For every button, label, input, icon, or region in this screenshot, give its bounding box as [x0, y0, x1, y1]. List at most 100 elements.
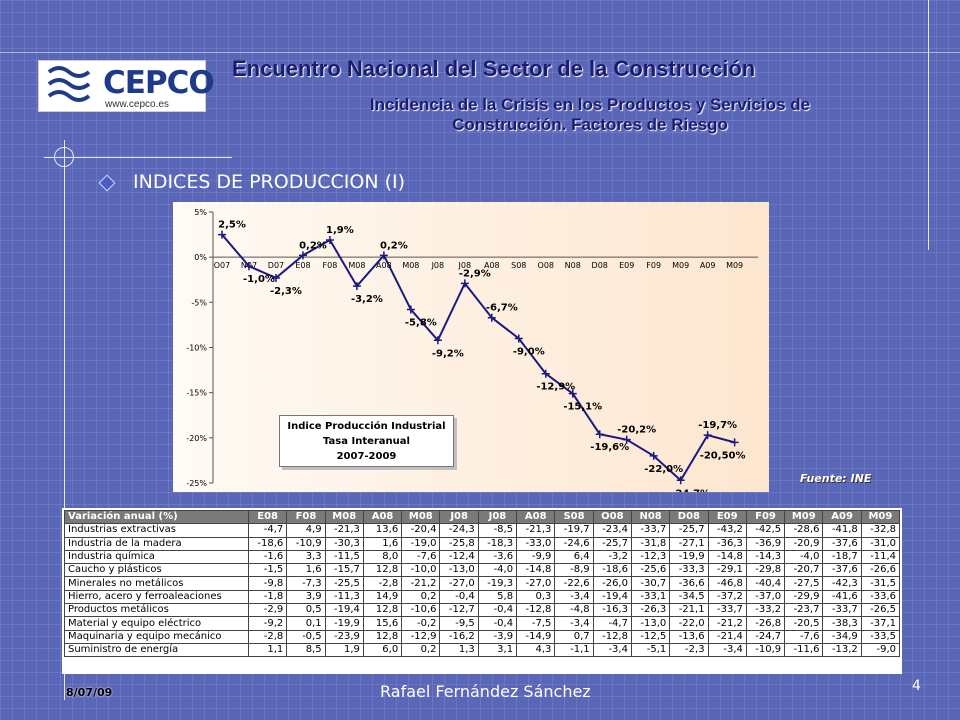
- table-cell: -27,5: [784, 576, 824, 591]
- table-cell: -3,4: [707, 642, 747, 658]
- table-header-cell: N08: [630, 509, 671, 525]
- table-cell: -2,8: [247, 629, 288, 644]
- table-row: Maquinaria y equipo mecánico -2,8 -0,5 -23,…: [64, 629, 901, 644]
- table-cell: -24,3: [439, 523, 479, 538]
- table-cell: -26,0: [592, 576, 632, 591]
- data-point: [298, 251, 307, 260]
- data-point: [514, 334, 523, 343]
- table-cell: -31,8: [630, 536, 671, 551]
- table-cell: -9,8: [247, 576, 288, 591]
- table-cell: -8,9: [554, 563, 594, 578]
- table-cell: -36,3: [707, 536, 747, 551]
- table-cell: -26,8: [745, 616, 786, 631]
- table-cell: -26,5: [860, 603, 901, 618]
- table-cell: -7,6: [784, 629, 824, 644]
- data-point: [433, 336, 442, 345]
- cepco-logo-icon: [47, 66, 91, 102]
- table-cell: 1,9: [324, 642, 364, 658]
- decorative-line-right: [928, 0, 929, 250]
- table-cell: -0,4: [439, 589, 479, 605]
- table-cell: -33,5: [860, 629, 901, 644]
- table-cell: -25,7: [592, 536, 632, 551]
- table-cell: -24,7: [745, 629, 786, 644]
- table-cell: -18,6: [247, 536, 288, 551]
- subtitle-line-2: Construcción. Factores de Riesgo: [452, 115, 728, 134]
- table-cell: -3,4: [592, 642, 632, 658]
- table-cell: 4,9: [286, 523, 326, 538]
- table-cell: 0,3: [516, 589, 556, 605]
- table-cell: -19,9: [324, 616, 364, 631]
- table-cell: -15,7: [324, 563, 364, 578]
- table-cell: -27,1: [669, 536, 709, 551]
- x-tick-label: O07: [214, 261, 230, 270]
- table-cell: -37,6: [822, 536, 862, 551]
- table-cell: -33,6: [860, 589, 901, 605]
- table-cell: -32,8: [860, 523, 901, 538]
- table-row: Suministro de energía 1,1 8,5 1,9 6,0 0,2 1,3 3…: [64, 642, 901, 658]
- data-point: [703, 431, 712, 440]
- table-row: Material y equipo eléctrico -9,2 0,1 -19,9 1…: [64, 616, 901, 631]
- table-cell: -11,5: [324, 549, 364, 565]
- table-cell: -4,0: [784, 549, 824, 565]
- table-row: Caucho y plásticos -1,5 1,6 -15,7 12,8 -10,0-…: [64, 563, 901, 578]
- table-header-label: Variación anual (%): [64, 509, 249, 525]
- x-tick-label: O08: [538, 261, 554, 270]
- table-cell: -14,9: [516, 629, 556, 644]
- data-point: [244, 262, 253, 271]
- data-label: -1,0%: [243, 274, 275, 285]
- table-cell: -16,2: [439, 629, 479, 644]
- y-tick-label: -10%: [186, 344, 207, 353]
- table-cell: -3,4: [554, 589, 594, 605]
- table-cell: -40,4: [745, 576, 786, 591]
- x-tick-label: J08: [458, 261, 472, 270]
- table-cell: -3,4: [554, 616, 594, 631]
- page-subtitle: Incidencia de la Crisis en los Productos…: [290, 95, 890, 135]
- table-cell: -18,3: [477, 536, 518, 551]
- table-row-label: Caucho y plásticos: [64, 563, 249, 578]
- y-tick-label: -20%: [186, 434, 207, 443]
- table-cell: -3,2: [592, 549, 632, 565]
- table-cell: -23,4: [592, 523, 632, 538]
- table-cell: -10,9: [286, 536, 326, 551]
- y-tick-label: -25%: [186, 479, 207, 488]
- data-label: -12,9%: [536, 382, 575, 393]
- table-cell: 1,3: [439, 642, 479, 658]
- table-cell: -0,4: [477, 616, 518, 631]
- table-cell: -9,0: [860, 642, 901, 658]
- table-row-label: Hierro, acero y ferroaleaciones: [64, 589, 249, 605]
- y-tick-label: -15%: [186, 389, 207, 398]
- chart-title-box: Indice Producción Industrial Tasa Intera…: [279, 415, 454, 467]
- table-cell: -12,5: [630, 629, 671, 644]
- cepco-logo: CEPCO www.cepco.es: [38, 60, 215, 112]
- table-cell: -7,3: [286, 576, 326, 591]
- table-cell: -7,5: [516, 616, 556, 631]
- chart-title-line-3: 2007-2009: [336, 451, 397, 462]
- data-label: -20,50%: [700, 450, 746, 461]
- table-cell: -37,1: [860, 616, 901, 631]
- x-tick-label: S08: [511, 261, 526, 270]
- footer-date: 8/07/09: [66, 686, 113, 699]
- table-cell: -10,9: [745, 642, 786, 658]
- table-row-label: Material y equipo eléctrico: [64, 616, 249, 631]
- diamond-bullet-icon: [98, 174, 116, 192]
- y-tick-label: -5%: [191, 298, 207, 307]
- x-tick-label: M09: [672, 261, 689, 270]
- decorative-line-vertical: [64, 140, 65, 700]
- table-cell: -27,0: [516, 576, 556, 591]
- table-cell: -29,8: [745, 563, 786, 578]
- table-cell: 3,1: [477, 642, 518, 658]
- table-cell: -19,4: [592, 589, 632, 605]
- data-label: -20,2%: [617, 425, 656, 436]
- data-point: [541, 369, 550, 378]
- table-cell: -30,7: [630, 576, 671, 591]
- table-cell: 13,6: [362, 523, 403, 538]
- table-cell: -14,8: [516, 563, 556, 578]
- table-cell: -3,6: [477, 549, 518, 565]
- table-cell: -9,9: [516, 549, 556, 565]
- page-number: 4: [912, 678, 921, 694]
- table-header-cell: J08: [439, 509, 479, 525]
- x-tick-label: J08: [431, 261, 445, 270]
- table-cell: -2,8: [362, 576, 403, 591]
- table-cell: -29,9: [784, 589, 824, 605]
- x-tick-label: F09: [646, 261, 661, 270]
